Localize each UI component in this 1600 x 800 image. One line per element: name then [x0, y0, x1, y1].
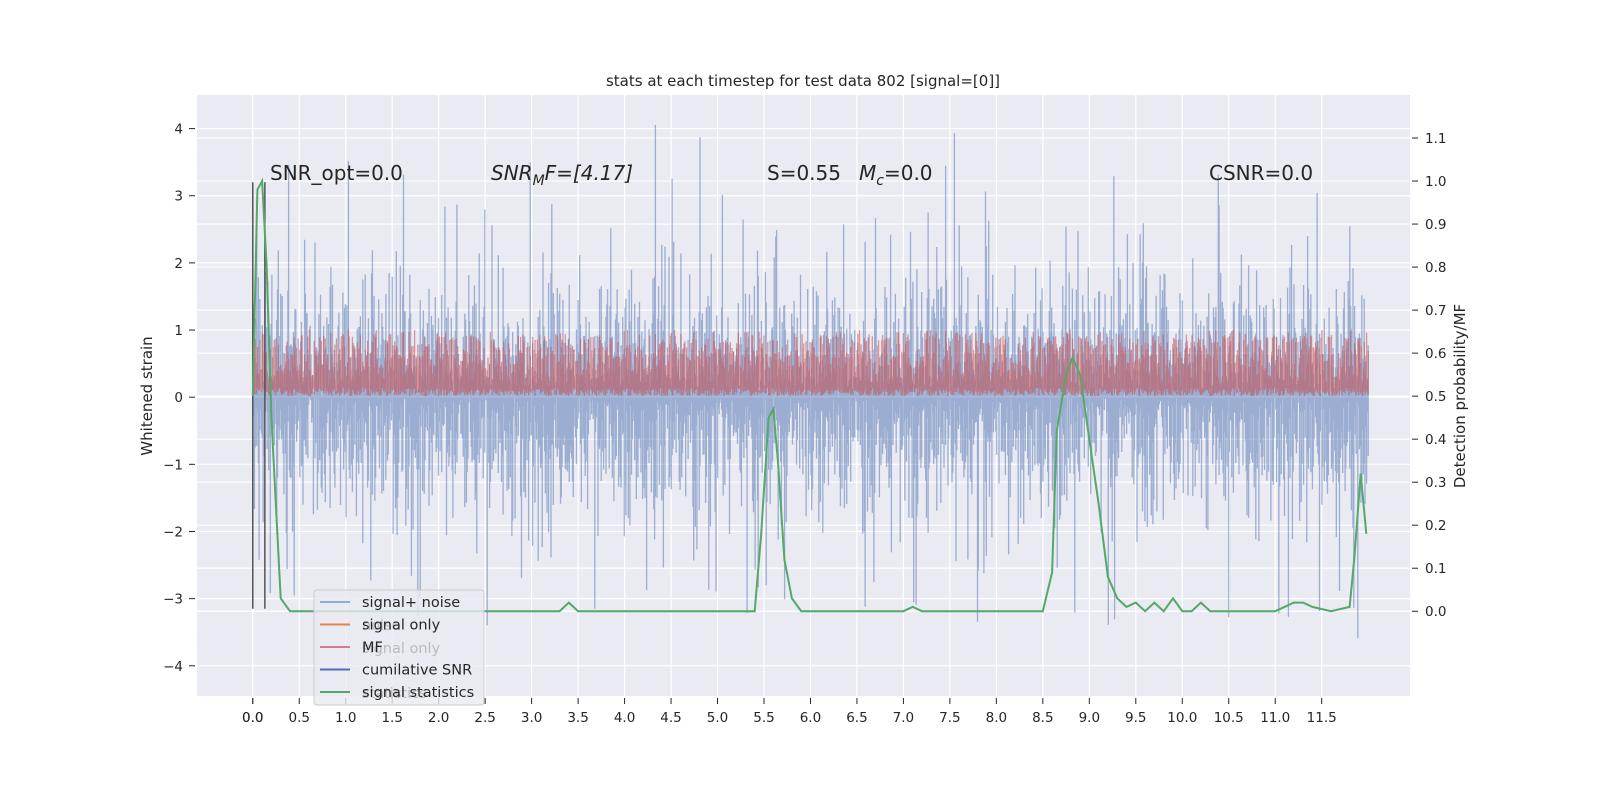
- y2-tick-label: 0.2: [1425, 518, 1446, 534]
- annotation-mc: Mc=0.0: [859, 161, 933, 189]
- x-tick-label: 5.5: [753, 710, 774, 726]
- x-axis: 0.00.0 0.5 1.0 1.5 2.0 2.5 3.0 3.5 4.0 4.5 5.0 5.5 6…: [242, 698, 1337, 726]
- x-tick-label: 4.0: [614, 710, 635, 726]
- x-tick-label: 4.5: [660, 710, 681, 726]
- x-tick-label: 8.0: [986, 710, 1007, 726]
- x-tick-label: 6.5: [846, 710, 867, 726]
- legend-label: signal only: [362, 618, 441, 634]
- x-tick-label: 3.0: [521, 710, 542, 726]
- y-tick-label: −4: [163, 659, 183, 675]
- annotation-csnr: CSNR=0.0: [1209, 161, 1313, 185]
- series-signal-statistics-line: [251, 177, 1368, 613]
- y-axis-label: Whitened strain: [138, 336, 156, 455]
- annotation-snr-mf: SNRMF=[4.17]: [491, 161, 633, 189]
- y2-tick-label: 0.1: [1425, 561, 1446, 577]
- annotation-snr-mf-sub: M: [533, 173, 545, 189]
- x-tick-label: 2.0: [428, 710, 449, 726]
- x-tick-label: 9.5: [1125, 710, 1146, 726]
- legend-ghost-signal-only: signal only: [362, 641, 441, 657]
- y2-tick-label: 0.7: [1425, 303, 1446, 319]
- legend-label: cumilative SNR: [362, 663, 472, 679]
- annotation-mc-rest: =0.0: [884, 161, 933, 185]
- legend-label: signal statistics: [362, 685, 474, 701]
- legend-label: MF: [362, 640, 383, 656]
- y2-tick-label: 0.6: [1425, 346, 1446, 362]
- y2-tick-label: 0.5: [1425, 389, 1446, 405]
- y-axis-left: 4 3 2 1 0 −1 −2 −3 −4: [163, 122, 195, 675]
- annotation-mc-main: M: [859, 161, 876, 185]
- y-tick-label: 1: [174, 323, 183, 339]
- x-tick-label: 11.0: [1260, 710, 1290, 726]
- x-tick-label: 0.5: [289, 710, 310, 726]
- y2-tick-label: 0.4: [1425, 432, 1446, 448]
- x-tick-label: 2.5: [474, 710, 495, 726]
- x-tick-label: 7.0: [893, 710, 914, 726]
- y-axis-right: 1.1 1.0 0.9 0.8 0.7 0.6 0.5 0.4 0.3 0.2 0.1 0.0: [1412, 131, 1446, 620]
- y-tick-label: 0: [174, 390, 183, 406]
- x-tick-label: 3.5: [567, 710, 588, 726]
- annotation-s: S=0.55: [767, 161, 841, 185]
- y-tick-label: −2: [163, 524, 183, 540]
- x-tick-label: 9.0: [1079, 710, 1100, 726]
- x-tick-label: 1.5: [381, 710, 402, 726]
- x-tick-label: 1.0: [335, 710, 356, 726]
- x-tick-label: 7.5: [939, 710, 960, 726]
- x-tick-label: 10.0: [1167, 710, 1197, 726]
- chart-title: stats at each timestep for test data 802…: [606, 72, 1000, 90]
- y2-tick-label: 1.0: [1425, 174, 1446, 190]
- x-tick-label: 6.0: [800, 710, 821, 726]
- y2-tick-label: 0.3: [1425, 475, 1446, 491]
- series-signal-statistics: [251, 177, 1368, 613]
- y-tick-label: 4: [174, 122, 183, 138]
- x-tick-label: 0.0: [242, 710, 263, 726]
- x-tick-label: 0.0: [242, 710, 263, 726]
- x-tick-label: 10.5: [1214, 710, 1244, 726]
- legend-ghost-noise: noise: [362, 618, 401, 634]
- legend-box: [313, 589, 485, 706]
- x-tick-label: 8.5: [1032, 710, 1053, 726]
- annotation-snr-opt: SNR_opt=0.0: [270, 161, 403, 185]
- y-tick-label: −3: [163, 592, 183, 608]
- y-tick-label: 2: [174, 256, 183, 272]
- legend-ghost-statistics: statistics: [362, 686, 427, 702]
- y2-tick-label: 0.0: [1425, 604, 1446, 620]
- annotation-snr-mf-rest: F=[4.17]: [545, 161, 633, 185]
- legend-label: signal+ noise: [362, 595, 460, 611]
- annotation-snr-mf-main: SNR: [491, 161, 533, 185]
- y-tick-label: 3: [174, 189, 183, 205]
- legend: noise signal only statistics signal+ noi…: [313, 589, 485, 706]
- y2-tick-label: 0.8: [1425, 260, 1446, 276]
- x-tick-label: 5.0: [707, 710, 728, 726]
- y2-tick-label: 0.9: [1425, 217, 1446, 233]
- y2-tick-label: 1.1: [1425, 131, 1446, 147]
- y2-axis-label: Detection probability/MF: [1451, 304, 1469, 488]
- annotation-mc-sub: c: [876, 173, 884, 189]
- x-tick-label: 11.5: [1307, 710, 1337, 726]
- y-tick-label: −1: [163, 457, 183, 473]
